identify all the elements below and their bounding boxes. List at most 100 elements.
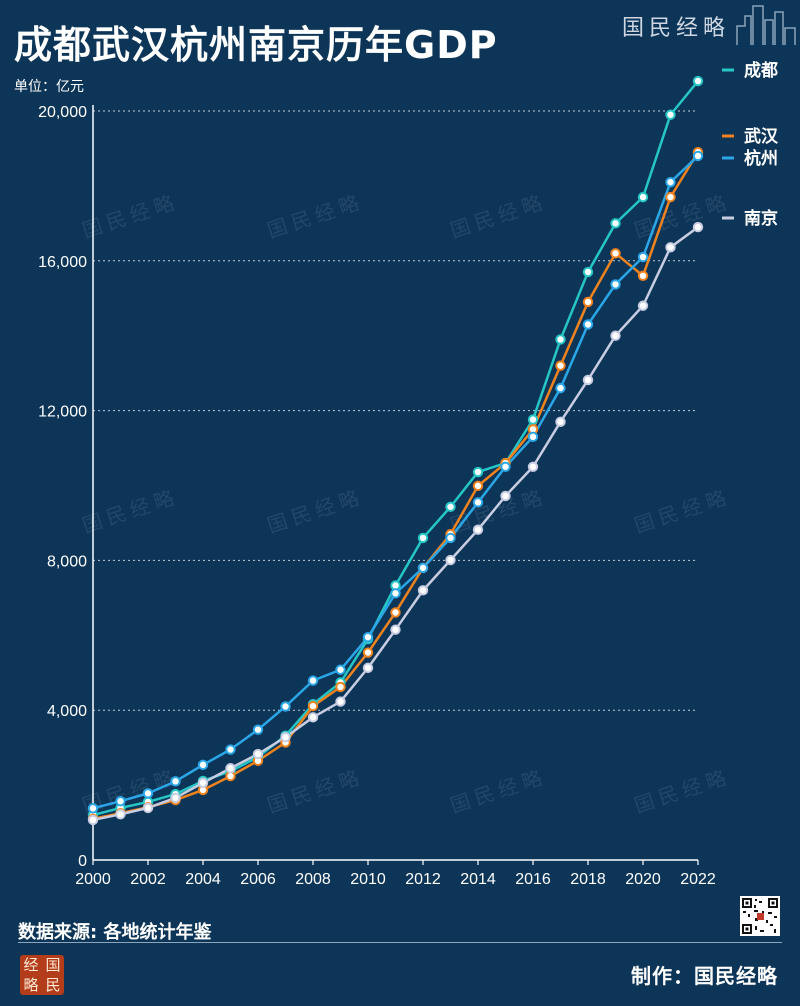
x-tick-label: 2014 [460,871,496,888]
data-point [335,681,346,693]
data-point [472,480,484,492]
data-point [500,461,511,472]
x-tick-label: 2022 [680,871,716,888]
data-point [417,562,429,574]
data-point [142,788,154,799]
data-point [307,675,319,686]
logo-char: 略 [23,976,39,994]
data-point [582,374,594,386]
data-point [197,759,209,771]
y-tick-label: 12,000 [38,404,87,421]
x-tick-label: 2002 [130,871,166,888]
data-point [87,803,99,814]
logo-char: 国 [45,956,61,974]
x-tick-label: 2010 [350,871,386,888]
data-point [445,501,456,513]
data-point [637,251,649,263]
data-point [555,416,566,428]
data-point [610,279,621,290]
brand-name: 国民经略 [622,16,731,41]
qr-code-icon [740,896,780,936]
x-tick-label: 2008 [295,871,331,888]
legend-label: 南京 [744,208,778,229]
data-point [225,763,236,774]
data-point [692,75,704,87]
series-line [92,80,699,817]
data-point [500,490,511,502]
data-point [225,744,236,755]
y-tick-label: 8,000 [47,553,87,570]
data-point [692,221,704,233]
data-point [582,266,594,278]
x-tick-label: 2016 [515,871,551,888]
data-point [637,270,649,281]
data-point [170,776,181,787]
data-point [335,696,346,707]
data-source: 数据来源: 各地统计年鉴 [18,922,212,943]
data-point [665,242,676,253]
data-point [527,414,539,425]
data-point [665,176,676,188]
x-tick-label: 2020 [625,871,661,888]
x-tick-label: 2018 [570,871,606,888]
data-point [637,300,649,311]
data-point [307,700,319,712]
data-point [692,150,704,162]
data-point [445,554,456,566]
data-point [390,624,401,635]
data-point [582,296,594,308]
data-point [472,524,484,535]
legend-label: 成都 [744,60,778,81]
data-point [362,647,374,658]
skyline-icon [736,5,796,45]
data-point [582,319,594,330]
data-point [362,662,374,674]
data-point [555,360,566,371]
series-line [92,151,700,821]
legend-label: 杭州 [744,148,778,169]
data-point [527,431,539,443]
data-point [445,532,456,544]
data-point [87,814,99,826]
footer-divider [18,942,782,943]
data-point [472,497,484,508]
page-title: 成都武汉杭州南京历年GDP [14,23,498,67]
data-point [610,330,621,341]
credit-text: 制作：国民经略 [631,964,778,988]
data-point [390,607,401,618]
x-tick-label: 2004 [185,871,221,888]
unit-label: 单位：亿元 [14,79,84,95]
brand-logo: 经 国 略 民 [20,955,64,995]
legend-label: 武汉 [744,126,779,147]
data-point [637,191,649,203]
x-tick-label: 2012 [405,871,441,888]
data-point [390,588,401,599]
data-point [555,382,566,394]
data-point [335,664,346,675]
y-tick-label: 0 [78,853,87,870]
data-point [252,724,264,735]
y-tick-label: 4,000 [47,703,87,720]
x-tick-label: 2006 [240,871,276,888]
data-point [170,792,181,804]
data-point [472,466,484,478]
data-point [142,802,154,814]
gdp-line-chart: 0 4,000 8,000 12,000 16,000 20,000 2000 2002 200… [38,60,779,888]
y-tick-label: 20,000 [38,104,87,121]
data-point [610,248,621,259]
data-point [417,585,429,596]
data-point [665,109,676,120]
series-line [92,226,699,822]
data-point [555,334,566,345]
data-point [417,532,429,544]
data-point [252,748,264,760]
data-point [527,461,539,472]
logo-char: 经 [23,956,39,974]
data-point [197,777,209,789]
data-point [115,809,126,820]
data-point [665,191,676,203]
data-point [362,631,374,643]
logo-char: 民 [45,976,61,994]
data-point [280,731,291,743]
data-point [280,701,291,712]
